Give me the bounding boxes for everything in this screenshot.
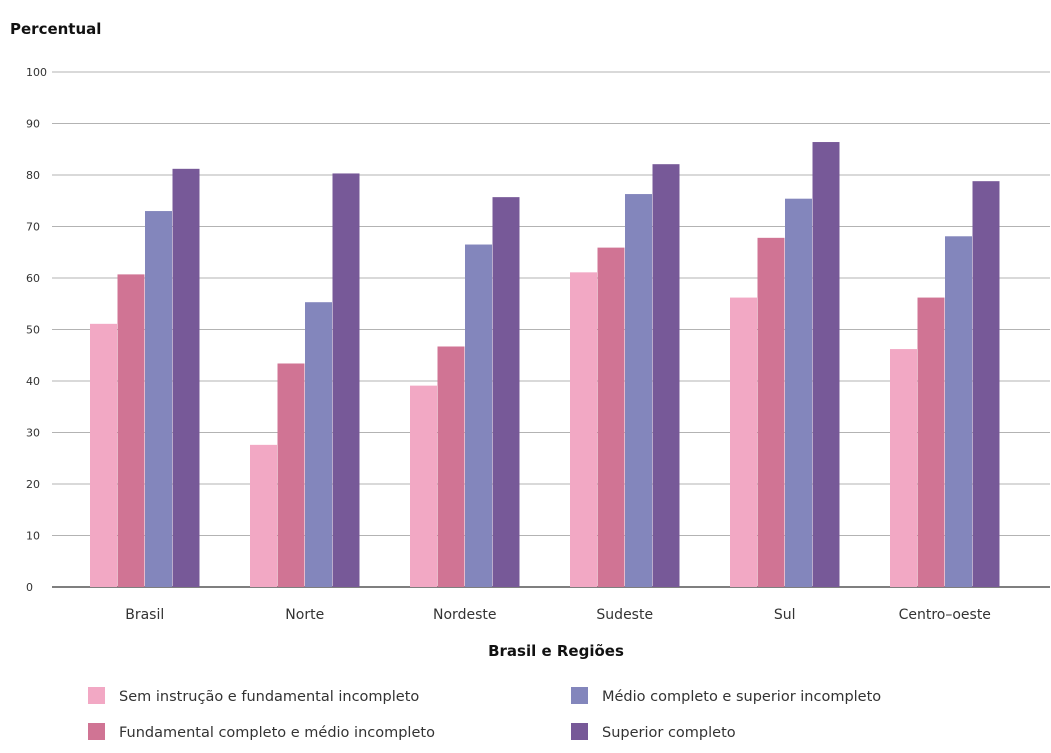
bar: [332, 173, 360, 587]
bar: [492, 197, 520, 587]
bar: [972, 181, 1000, 587]
y-tick-label: 50: [26, 324, 40, 337]
bar: [625, 194, 652, 587]
bar: [597, 247, 625, 588]
legend-swatch: [571, 687, 588, 704]
bar: [730, 297, 757, 587]
legend-swatch: [88, 723, 105, 740]
bar: [117, 274, 145, 587]
bar: [437, 346, 465, 587]
category-labels: Brasil Norte Nordeste Sudeste Sul Centro–oest…: [125, 607, 991, 623]
bar: [465, 244, 492, 587]
legend-swatch: [571, 723, 588, 740]
category-label: Nordeste: [433, 607, 496, 623]
y-tick-label: 60: [26, 272, 40, 285]
legend: Sem instrução e fundamental incompleto Fu…: [88, 687, 881, 741]
bar: [785, 198, 812, 587]
bar: [757, 237, 785, 587]
bar: [172, 168, 200, 587]
bars: [90, 142, 1000, 588]
legend-label: Superior completo: [602, 725, 736, 741]
bar: [652, 164, 680, 587]
legend-label: Médio completo e superior incompleto: [602, 689, 881, 705]
category-label: Sul: [774, 607, 796, 623]
y-tick-label: 80: [26, 169, 40, 182]
y-tick-label: 90: [26, 118, 40, 131]
bar: [410, 385, 437, 587]
bar: [812, 142, 840, 588]
y-tick-label: 0: [26, 581, 33, 594]
y-tick-label: 100: [26, 66, 47, 79]
category-label: Sudeste: [596, 607, 653, 623]
bar: [945, 236, 972, 587]
legend-swatch: [88, 687, 105, 704]
y-tick-labels: 0 10 20 30 40 50 60 70 80 90 100: [26, 66, 47, 594]
bar: [145, 211, 172, 588]
category-label: Norte: [285, 607, 324, 623]
y-tick-label: 10: [26, 530, 40, 543]
y-tick-label: 30: [26, 427, 40, 440]
y-tick-label: 70: [26, 221, 40, 234]
category-label: Centro–oeste: [899, 607, 991, 623]
gridlines: [52, 71, 1050, 588]
y-axis-title: Percentual: [10, 20, 101, 38]
bar: [917, 297, 945, 587]
category-label: Brasil: [125, 607, 164, 623]
y-tick-label: 20: [26, 478, 40, 491]
x-axis-title: Brasil e Regiões: [488, 642, 624, 660]
bar: [305, 302, 332, 587]
legend-label: Sem instrução e fundamental incompleto: [119, 689, 419, 705]
bar: [277, 363, 305, 587]
bar: [250, 444, 277, 587]
bar: [570, 272, 597, 587]
bar: [890, 349, 917, 587]
legend-label: Fundamental completo e médio incompleto: [119, 725, 435, 741]
y-tick-label: 40: [26, 375, 40, 388]
bar: [90, 323, 117, 587]
